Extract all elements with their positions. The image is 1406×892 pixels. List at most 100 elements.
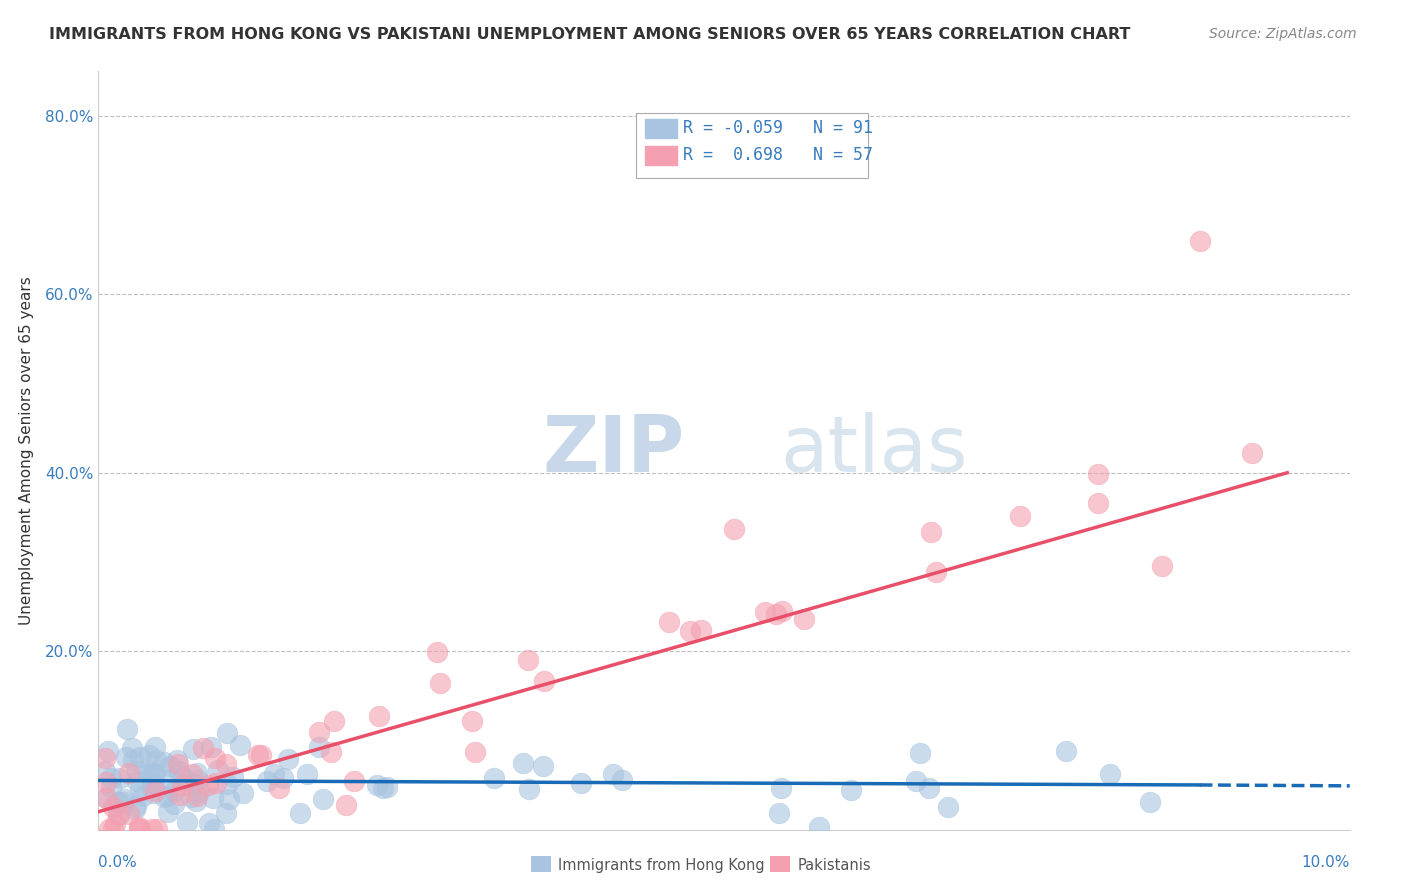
Point bbox=[169, 788, 191, 802]
Point bbox=[167, 757, 190, 772]
Text: R = -0.059   N = 91: R = -0.059 N = 91 bbox=[683, 120, 873, 137]
Point bbox=[104, 817, 127, 831]
Point bbox=[101, 800, 124, 814]
Point bbox=[1152, 559, 1174, 574]
Point bbox=[517, 781, 540, 796]
Point bbox=[176, 814, 198, 829]
Point bbox=[1010, 508, 1032, 523]
Point bbox=[100, 771, 122, 785]
Point bbox=[246, 748, 269, 763]
Point bbox=[215, 757, 238, 772]
Point bbox=[129, 749, 152, 764]
Point bbox=[125, 798, 148, 813]
Point bbox=[117, 807, 139, 822]
Point bbox=[367, 709, 389, 723]
Text: 10.0%: 10.0% bbox=[1302, 855, 1350, 871]
Point bbox=[1188, 234, 1211, 248]
Point bbox=[170, 778, 193, 792]
Point bbox=[193, 741, 215, 756]
Point bbox=[807, 820, 830, 834]
Point bbox=[163, 784, 186, 798]
Point bbox=[121, 741, 143, 756]
Point bbox=[793, 612, 815, 626]
Point bbox=[200, 740, 222, 755]
Point bbox=[531, 758, 554, 772]
Point bbox=[97, 822, 120, 836]
Point bbox=[186, 789, 208, 803]
Point bbox=[905, 774, 928, 789]
Point bbox=[754, 606, 776, 620]
Point bbox=[936, 799, 959, 814]
Point bbox=[107, 806, 129, 821]
Point bbox=[166, 753, 188, 767]
Point bbox=[107, 795, 129, 809]
Point bbox=[321, 745, 343, 759]
Point bbox=[153, 756, 176, 770]
Point bbox=[143, 784, 166, 798]
Point bbox=[202, 822, 225, 836]
Point bbox=[464, 745, 486, 759]
Point bbox=[141, 778, 163, 792]
Point bbox=[335, 797, 357, 812]
Point bbox=[145, 822, 167, 836]
Point bbox=[142, 786, 165, 800]
Text: R =  0.698   N = 57: R = 0.698 N = 57 bbox=[683, 145, 873, 164]
Point bbox=[308, 725, 330, 739]
Point bbox=[1241, 446, 1264, 460]
FancyBboxPatch shape bbox=[645, 145, 676, 165]
Point bbox=[343, 774, 366, 789]
Point bbox=[426, 645, 449, 659]
Point bbox=[295, 766, 318, 780]
Point bbox=[180, 789, 202, 804]
Point bbox=[232, 786, 254, 800]
Point bbox=[100, 780, 122, 795]
Point bbox=[689, 624, 711, 638]
Point bbox=[187, 772, 209, 787]
Point bbox=[217, 726, 239, 740]
Point bbox=[569, 776, 592, 790]
Text: atlas: atlas bbox=[780, 412, 967, 489]
Text: Immigrants from Hong Kong: Immigrants from Hong Kong bbox=[558, 858, 765, 872]
Point bbox=[1054, 744, 1077, 758]
Text: Pakistanis: Pakistanis bbox=[797, 858, 870, 872]
Point bbox=[94, 774, 117, 789]
Point bbox=[512, 756, 534, 770]
Point bbox=[533, 673, 555, 688]
Point bbox=[129, 822, 152, 836]
Point bbox=[107, 808, 129, 822]
Point bbox=[482, 771, 505, 785]
Point bbox=[125, 764, 148, 779]
Text: ZIP: ZIP bbox=[543, 412, 685, 489]
Point bbox=[141, 822, 163, 836]
Point bbox=[124, 801, 146, 815]
Point bbox=[112, 795, 135, 809]
Point bbox=[1087, 496, 1109, 510]
Point bbox=[181, 766, 204, 780]
Point bbox=[138, 748, 160, 763]
Point bbox=[256, 773, 278, 788]
Point bbox=[516, 653, 538, 667]
Point bbox=[157, 805, 180, 820]
Point bbox=[371, 781, 394, 796]
Text: 0.0%: 0.0% bbox=[98, 855, 138, 871]
FancyBboxPatch shape bbox=[645, 120, 676, 138]
Point bbox=[96, 791, 118, 805]
Point bbox=[198, 816, 221, 830]
Point bbox=[94, 750, 117, 764]
Point bbox=[221, 770, 243, 784]
Point bbox=[429, 676, 451, 690]
Point bbox=[103, 822, 125, 836]
Point bbox=[141, 766, 163, 780]
Point bbox=[112, 792, 135, 806]
Point bbox=[723, 522, 745, 536]
Point bbox=[132, 789, 155, 803]
Y-axis label: Unemployment Among Seniors over 65 years: Unemployment Among Seniors over 65 years bbox=[18, 277, 34, 624]
Text: IMMIGRANTS FROM HONG KONG VS PAKISTANI UNEMPLOYMENT AMONG SENIORS OVER 65 YEARS : IMMIGRANTS FROM HONG KONG VS PAKISTANI U… bbox=[49, 27, 1130, 42]
Point bbox=[167, 764, 190, 778]
Point bbox=[323, 714, 346, 729]
Point bbox=[181, 742, 204, 756]
Point bbox=[277, 752, 299, 766]
Point bbox=[186, 765, 208, 780]
Text: Source: ZipAtlas.com: Source: ZipAtlas.com bbox=[1209, 27, 1357, 41]
Point bbox=[143, 766, 166, 780]
